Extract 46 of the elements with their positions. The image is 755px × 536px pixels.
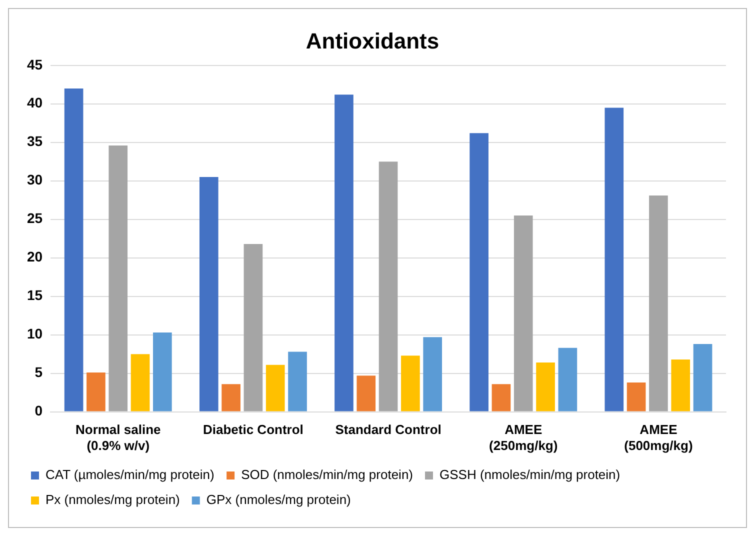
bar	[671, 359, 690, 412]
bar	[423, 337, 442, 412]
x-tick-label: Diabetic Control	[202, 422, 304, 438]
bar	[514, 216, 533, 412]
y-tick-label: 15	[26, 287, 43, 304]
bar	[558, 348, 578, 412]
x-tick-label: Normal saline (0.9% w/v)	[75, 422, 161, 453]
y-tick-label: 25	[26, 210, 43, 226]
bar	[64, 88, 84, 412]
y-tick-label: 5	[34, 364, 43, 380]
bar	[288, 352, 307, 412]
bar	[649, 195, 668, 412]
bar	[222, 384, 240, 412]
bar	[86, 372, 106, 412]
bar	[356, 376, 376, 412]
bar	[470, 133, 488, 412]
bar	[266, 364, 285, 412]
bar	[199, 177, 218, 412]
bar	[536, 362, 555, 412]
bar	[401, 356, 420, 412]
bar	[378, 162, 398, 412]
legend-label: SOD (nmoles/min/mg protein)	[241, 467, 414, 482]
bar	[604, 108, 624, 412]
y-tick-label: 35	[26, 133, 43, 150]
chart-title: Antioxidants	[306, 28, 440, 54]
y-tick-label: 0	[34, 402, 43, 419]
x-tick-label: AMEE (500mg/kg)	[624, 422, 693, 453]
bar	[244, 244, 263, 412]
y-tick-label: 10	[26, 326, 43, 342]
x-tick-label: AMEE (250mg/kg)	[489, 422, 558, 453]
bar	[108, 145, 128, 412]
bar	[130, 354, 150, 412]
bar	[334, 94, 354, 412]
y-tick-label: 45	[26, 56, 43, 72]
legend-label: Px (nmoles/mg protein)	[46, 492, 180, 508]
y-tick-label: 40	[26, 94, 43, 111]
bar	[626, 382, 646, 412]
legend-label: CAT (µmoles/min/mg protein)	[46, 467, 214, 482]
y-tick-label: 20	[26, 248, 43, 265]
legend-label: GSSH (nmoles/min/mg protein)	[440, 467, 620, 482]
bar	[693, 344, 712, 412]
bar	[153, 332, 172, 412]
x-tick-label: Standard Control	[335, 422, 442, 438]
legend-label: GPx (nmoles/mg protein)	[206, 492, 351, 508]
y-tick-label: 30	[26, 172, 43, 188]
bar	[492, 384, 511, 412]
